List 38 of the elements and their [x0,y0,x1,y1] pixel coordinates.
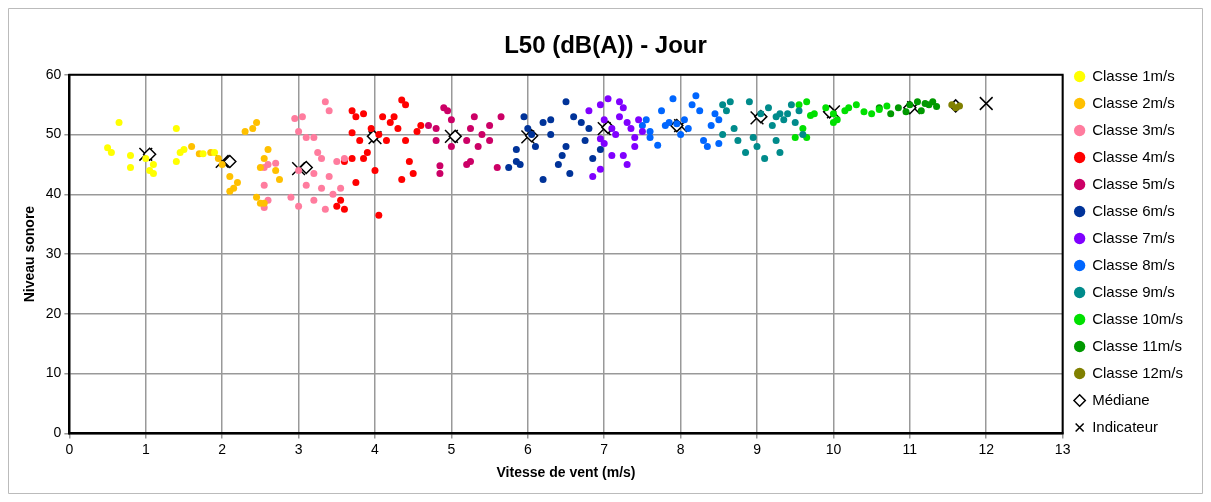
legend-label: Classe 4m/s [1092,147,1175,165]
legend-label: Classe 5m/s [1092,174,1175,192]
legend-label: Classe 9m/s [1092,282,1175,300]
legend-label: Classe 8m/s [1092,255,1175,273]
x-tick-label: 2 [218,440,227,457]
y-tick-label: 50 [45,125,62,142]
legend-label: Médiane [1092,390,1150,408]
x-tick-label: 10 [825,440,842,457]
x-tick-label: 9 [753,440,762,457]
x-tick-label: 0 [65,440,74,457]
legend-label: Classe 3m/s [1092,120,1175,138]
y-tick-label: 60 [45,65,62,82]
y-tick-label: 30 [45,244,62,261]
legend-label: Classe 11m/s [1092,336,1182,354]
x-tick-label: 6 [523,440,532,457]
x-tick-label: 12 [978,440,995,457]
x-tick-label: 1 [141,440,150,457]
legend-label: Classe 6m/s [1092,201,1175,219]
x-tick-label: 11 [902,440,918,457]
legend-label: Classe 1m/s [1092,66,1175,84]
x-axis-title: Vitesse de vent (m/s) [496,464,636,481]
x-tick-label: 4 [371,440,380,457]
legend-label: Classe 12m/s [1092,363,1184,381]
legend-label: Classe 2m/s [1092,93,1175,111]
legend-label: Classe 10m/s [1092,309,1184,327]
legend-label: Classe 7m/s [1092,228,1175,246]
y-tick-label: 20 [45,304,62,321]
y-tick-label: 0 [53,424,62,441]
x-tick-label: 5 [447,440,456,457]
x-tick-label: 8 [676,440,685,457]
x-tick-label: 3 [294,440,303,457]
x-tick-label: 7 [600,440,609,457]
y-axis-title: Niveau sonore [21,205,38,303]
legend-label: Indicateur [1092,417,1159,435]
chart-title: L50 (dB(A)) - Jour [504,31,707,59]
y-tick-label: 10 [45,364,62,381]
y-tick-label: 40 [45,185,62,202]
x-tick-label: 13 [1054,440,1071,457]
